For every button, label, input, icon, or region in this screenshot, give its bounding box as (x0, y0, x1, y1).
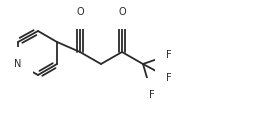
Text: F: F (149, 90, 155, 100)
Text: O: O (118, 7, 126, 17)
Text: O: O (76, 7, 84, 17)
Text: N: N (14, 59, 22, 69)
Text: F: F (166, 73, 172, 83)
Text: F: F (166, 50, 172, 60)
